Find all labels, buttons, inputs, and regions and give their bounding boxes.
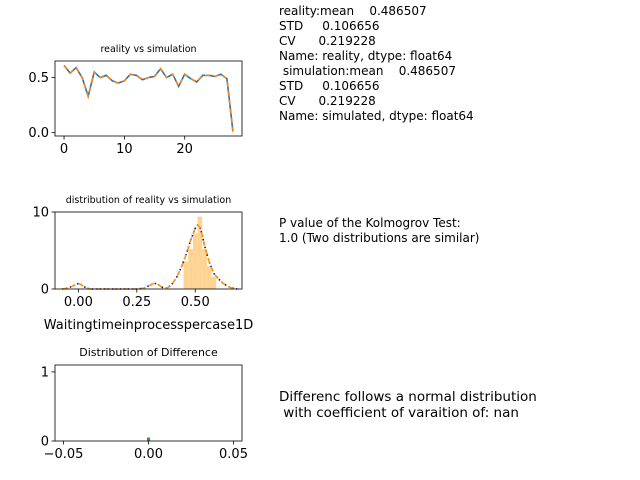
y-tick-label: 0.0 bbox=[28, 126, 49, 141]
histogram-bar bbox=[197, 216, 203, 289]
x-tick-label: 0.00 bbox=[64, 295, 93, 310]
histogram-bar bbox=[202, 248, 207, 289]
x-axis-label: Waitingtimeinprocesspercase1D bbox=[44, 318, 253, 333]
chart-1: reality vs simulation 0 10 20 0.0 0.5 bbox=[28, 44, 243, 157]
x-tick-label: 0.25 bbox=[122, 295, 151, 310]
difference-distribution-text: Differenc follows a normal distribution … bbox=[279, 389, 537, 421]
x-tick-label: 10 bbox=[116, 142, 133, 157]
y-tick-label: 0.5 bbox=[28, 71, 49, 86]
chart-3: Distribution of Difference −0.05 0.00 0.05 0… bbox=[41, 346, 248, 462]
histogram-bar bbox=[206, 265, 212, 289]
x-tick-label: −0.05 bbox=[44, 447, 84, 462]
kolmogorov-test-text: P value of the Kolmogrov Test: 1.0 (Two … bbox=[279, 216, 480, 245]
x-tick-label: 20 bbox=[176, 142, 193, 157]
axes-frame bbox=[54, 211, 243, 290]
histogram-bar bbox=[192, 233, 198, 289]
chart-title: distribution of reality vs simulation bbox=[66, 195, 231, 206]
y-tick-label: 0 bbox=[41, 283, 49, 298]
histogram-bar bbox=[188, 248, 193, 289]
y-tick-label: 0 bbox=[41, 435, 49, 450]
chart-title: reality vs simulation bbox=[100, 44, 196, 55]
y-tick-label: 10 bbox=[32, 206, 49, 221]
x-tick-label: 0 bbox=[60, 142, 68, 157]
x-tick-label: 0.05 bbox=[219, 447, 248, 462]
difference-bar bbox=[147, 437, 150, 441]
statistics-summary-text: reality:mean 0.486507 STD 0.106656 CV 0.… bbox=[279, 4, 474, 123]
histogram-bar bbox=[183, 261, 189, 289]
x-tick-label: 0.50 bbox=[181, 295, 210, 310]
x-tick-label: 0.00 bbox=[134, 447, 163, 462]
axes-frame bbox=[54, 60, 243, 137]
series-line-simulated bbox=[61, 223, 238, 290]
chart-2: distribution of reality vs simulation 0.0… bbox=[32, 195, 253, 333]
axes-frame bbox=[54, 364, 243, 442]
histogram-bar bbox=[211, 276, 217, 289]
series-line-simulated bbox=[63, 64, 234, 132]
chart-title: Distribution of Difference bbox=[79, 346, 218, 359]
y-tick-label: 1 bbox=[41, 365, 49, 380]
